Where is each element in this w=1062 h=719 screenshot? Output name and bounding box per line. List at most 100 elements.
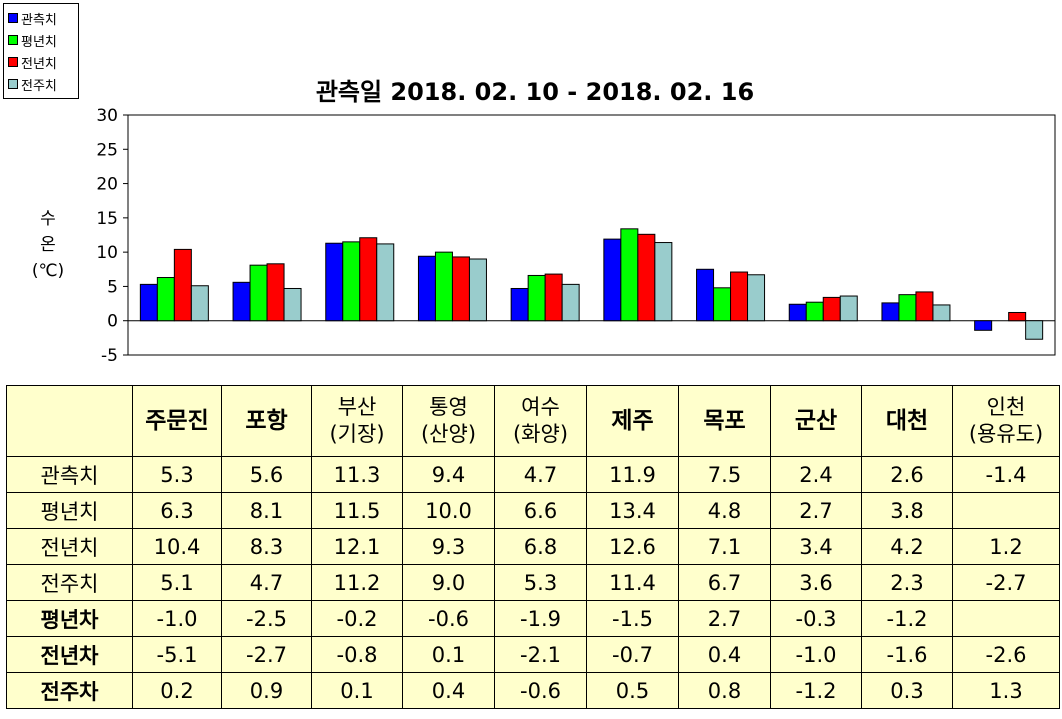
table-cell: 4.7 (494, 456, 587, 493)
column-header: 인천 (용유도) (952, 385, 1060, 457)
table-cell: 9.3 (402, 528, 495, 565)
y-axis-label-line: 온 (40, 235, 56, 255)
table-cell: -1.5 (586, 600, 679, 637)
legend-label: 관측치 (21, 12, 57, 28)
table-cell: 7.5 (678, 456, 771, 493)
legend-swatch (8, 79, 18, 89)
table-cell: 4.7 (221, 564, 312, 601)
table-cell: 0.9 (221, 672, 312, 709)
y-tick-label: 20 (96, 175, 118, 195)
table-cell: 7.1 (678, 528, 771, 565)
bar (898, 294, 917, 322)
chart-plot: 30 25 20 15 10 5 0 -5 (96, 106, 1056, 366)
row-header: 평년치 (6, 492, 133, 529)
bar (805, 301, 824, 322)
column-header: 주문진 (132, 385, 222, 457)
table-cell: -2.7 (221, 636, 312, 673)
bar (839, 295, 858, 322)
column-header: 제주 (586, 385, 679, 457)
table-cell: 6.6 (494, 492, 587, 529)
row-header: 전년차 (6, 636, 133, 673)
legend-label: 전주치 (21, 78, 57, 94)
bar (654, 242, 673, 322)
table-cell: 2.7 (678, 600, 771, 637)
table-cell: -2.7 (952, 564, 1060, 601)
table-cell: 12.6 (586, 528, 679, 565)
y-tick-label: 0 (107, 312, 118, 332)
table-cell: 0.3 (861, 672, 953, 709)
bar (139, 283, 158, 322)
bar (468, 258, 487, 322)
bar (283, 287, 302, 322)
y-tick-label: 25 (96, 140, 118, 160)
table-cell: -1.2 (861, 600, 953, 637)
bar (637, 233, 656, 322)
table-cell: -1.0 (770, 636, 862, 673)
table-cell: 11.3 (311, 456, 403, 493)
legend-item: 전주치 (8, 73, 78, 95)
row-header: 전주차 (6, 672, 133, 709)
table-cell: 8.1 (221, 492, 312, 529)
table-cell: 10.0 (402, 492, 495, 529)
table-cell: -1.4 (952, 456, 1060, 493)
bar (190, 285, 209, 322)
bar (696, 268, 715, 322)
column-header-sub: (산양) (420, 422, 477, 446)
y-tick-label: 15 (96, 209, 118, 229)
column-header: 포항 (221, 385, 312, 457)
table-cell (952, 492, 1060, 529)
bar (1008, 311, 1027, 322)
legend-swatch (8, 35, 18, 45)
table-cell: -0.6 (494, 672, 587, 709)
table-row: 전년치 10.4 8.3 12.1 9.3 6.8 12.6 7.1 3.4 4.2 1.2 (6, 528, 1060, 565)
table-cell: -2.1 (494, 636, 587, 673)
table-row: 전주치 5.1 4.7 11.2 9.0 5.3 11.4 6.7 3.6 2.3 -2.7 (6, 564, 1060, 601)
table-cell: -0.8 (311, 636, 403, 673)
bar (376, 243, 395, 322)
data-table: 주문진 포항 부산 (기장) 통영 (산양) 여수 (화양) 제주 목포 군산 대천 인천 (용유도) 관… (6, 385, 1060, 709)
table-cell: 6.8 (494, 528, 587, 565)
table-cell: 5.3 (132, 456, 222, 493)
table-cell: 9.0 (402, 564, 495, 601)
bar (359, 237, 378, 322)
legend-swatch (8, 57, 18, 67)
table-cell: 0.1 (311, 672, 403, 709)
table-cell: -1.9 (494, 600, 587, 637)
bar (788, 303, 807, 322)
bar (173, 248, 192, 322)
table-cell: 0.2 (132, 672, 222, 709)
bar (417, 255, 436, 322)
bar (232, 281, 251, 322)
table-cell: 5.6 (221, 456, 312, 493)
column-header: 통영 (산양) (402, 385, 495, 457)
column-header: 부산 (기장) (311, 385, 403, 457)
table-cell (952, 600, 1060, 637)
legend-label: 평년치 (21, 34, 57, 50)
bar (822, 296, 841, 322)
column-header-sub: (화양) (512, 422, 569, 446)
table-cell: 3.8 (861, 492, 953, 529)
bar (325, 242, 344, 322)
legend-item: 전년치 (8, 51, 78, 73)
table-cell: 3.6 (770, 564, 862, 601)
table-cell: 6.3 (132, 492, 222, 529)
table-cell: -0.2 (311, 600, 403, 637)
row-header: 관측치 (6, 456, 133, 493)
table-cell: -5.1 (132, 636, 222, 673)
table-cell: 2.4 (770, 456, 862, 493)
legend-item: 관측치 (8, 7, 78, 29)
row-header: 평년차 (6, 600, 133, 637)
table-cell: -1.0 (132, 600, 222, 637)
bar (713, 287, 732, 322)
chart-title: 관측일 2018. 02. 10 - 2018. 02. 16 (315, 78, 755, 106)
row-header: 전주치 (6, 564, 133, 601)
column-header-name: 인천 (986, 395, 1026, 419)
bar (1025, 320, 1044, 340)
bar (603, 238, 622, 322)
table-cell: 10.4 (132, 528, 222, 565)
legend-label: 전년치 (21, 56, 57, 72)
column-header: 여수 (화양) (494, 385, 587, 457)
bar (932, 304, 951, 322)
row-header: 전년치 (6, 528, 133, 565)
bar (561, 283, 580, 322)
